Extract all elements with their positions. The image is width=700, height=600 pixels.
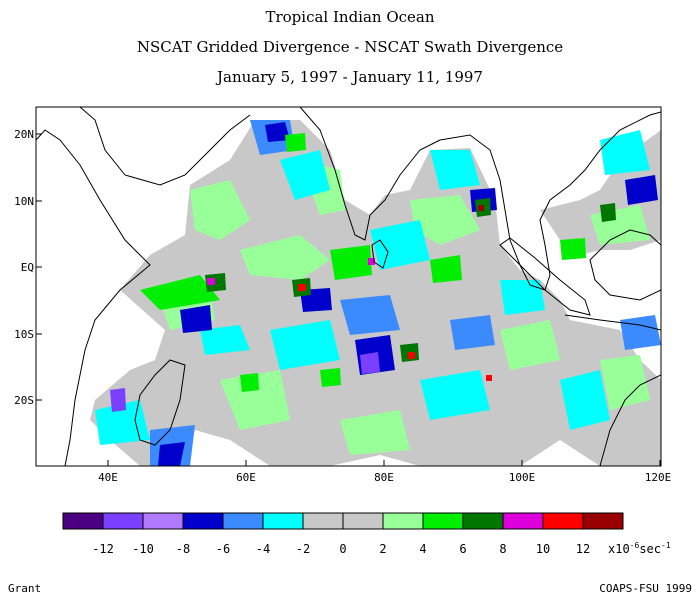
colorbar-tick-label: -10 (132, 542, 154, 556)
india-coastline (299, 107, 441, 241)
lon-ticks (107, 460, 661, 466)
lat-label-20s: 20S (14, 394, 34, 407)
colorbar-tick-label: 8 (499, 542, 506, 556)
africa-coastline (36, 129, 151, 466)
lat-label-10n: 10N (14, 195, 34, 208)
lon-label-40e: 40E (98, 471, 118, 484)
neg10-patches (110, 352, 380, 412)
colorbar-box (102, 512, 144, 530)
arabia-coastline (79, 107, 251, 186)
unit-tail-exponent: -1 (661, 541, 671, 550)
borneo-coastline (589, 229, 661, 301)
title-line-2: NSCAT Gridded Divergence - NSCAT Swath D… (136, 38, 564, 56)
colorbar (62, 512, 624, 530)
australia-coastline (599, 374, 661, 466)
colorbar-box (542, 512, 584, 530)
colorbar-tick-label: 4 (419, 542, 426, 556)
colorbar-box (62, 512, 104, 530)
java-coastline (564, 314, 661, 331)
colorbar-tick-label: -2 (296, 542, 310, 556)
colorbar-tick-label: 10 (536, 542, 550, 556)
lon-label-120e: 120E (645, 471, 672, 484)
lat-ticks (36, 133, 42, 401)
unit-tail: sec (639, 542, 661, 556)
divergence-field (90, 120, 661, 466)
lat-label-20n: 20N (14, 128, 34, 141)
srilanka-coastline (371, 239, 389, 269)
colorbar-box (582, 512, 624, 530)
colorbar-box (342, 512, 384, 530)
colorbar-unit: x10-6sec-1 (608, 541, 671, 556)
plot-frame (35, 106, 662, 467)
myanmar-coastline (439, 134, 531, 286)
colorbar-tick-label: 6 (459, 542, 466, 556)
colorbar-box (142, 512, 184, 530)
colorbar-tick-label: -6 (216, 542, 230, 556)
lat-label-eq: EQ (21, 261, 34, 274)
colorbar-box (422, 512, 464, 530)
colorbar-tick-label: -8 (176, 542, 190, 556)
footer-credit: COAPS-FSU 1999 (599, 582, 692, 595)
colorbar-box (182, 512, 224, 530)
colorbar-tick-label: -4 (256, 542, 270, 556)
colorbar-box (262, 512, 304, 530)
colorbar-tick-label: -12 (92, 542, 114, 556)
unit-exponent: -6 (630, 541, 640, 550)
colorbar-box (462, 512, 504, 530)
pos4-patches (140, 133, 586, 392)
unit-base: x10 (608, 542, 630, 556)
neg4-patches (95, 130, 650, 445)
madagascar-coastline (134, 359, 186, 446)
colorbar-box (222, 512, 264, 530)
neg6-patches (150, 120, 661, 466)
colorbar-tick-label: 2 (379, 542, 386, 556)
colorbar-box (502, 512, 544, 530)
malaya-coastline (529, 111, 661, 291)
colorbar-box (302, 512, 344, 530)
colorbar-box (382, 512, 424, 530)
lat-label-10s: 10S (14, 328, 34, 341)
lon-label-60e: 60E (236, 471, 256, 484)
title-line-1: Tropical Indian Ocean (265, 8, 435, 26)
footer-author: Grant (8, 582, 42, 595)
title-line-3: January 5, 1997 - January 11, 1997 (217, 68, 483, 86)
coastlines (36, 107, 661, 466)
colorbar-labels: -12 -10 -8 -6 -4 -2 0 2 4 6 8 10 12 (92, 542, 590, 556)
pos8-10-hotspots (207, 205, 492, 381)
sumatra-coastline (499, 237, 591, 316)
lon-label-100e: 100E (509, 471, 536, 484)
colorbar-tick-label: 0 (339, 542, 346, 556)
lon-label-80e: 80E (374, 471, 394, 484)
colorbar-tick-label: 12 (576, 542, 590, 556)
